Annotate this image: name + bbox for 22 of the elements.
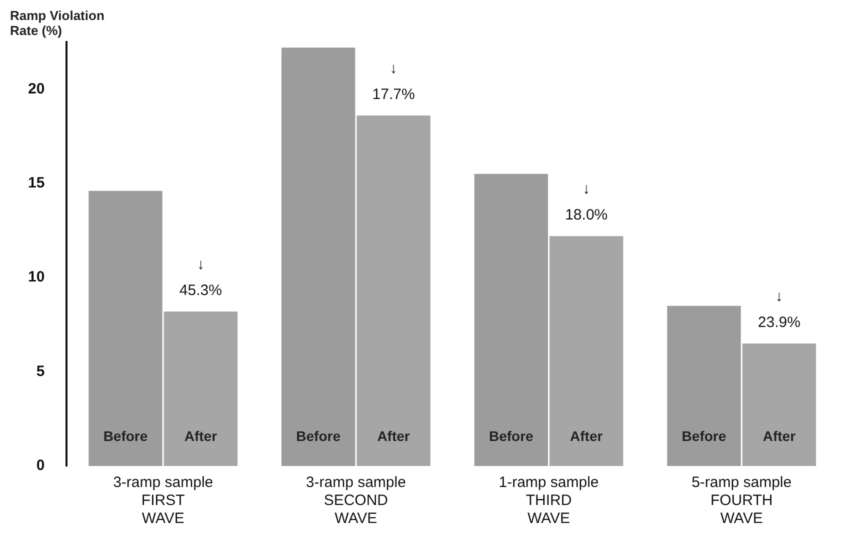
y-tick-label: 10: [28, 268, 45, 286]
text: Before: [488, 428, 534, 444]
series-label: After: [570, 428, 604, 444]
annotation: ↓ 45.3%: [179, 256, 222, 299]
text: Before: [103, 428, 148, 444]
series-label: Before: [296, 428, 341, 444]
y-tick-label: 0: [36, 457, 45, 474]
x-tick-label: 3-ramp sample SECOND WAVE: [306, 474, 406, 528]
annotation: ↓ 17.7%: [372, 60, 415, 103]
text: After: [762, 428, 796, 444]
text: After: [184, 428, 218, 444]
annotation: ↓ 23.9%: [758, 288, 800, 331]
annotation: ↓ 18.0%: [565, 180, 608, 224]
x-tick-label: 5-ramp sample FOURTH WAVE: [692, 474, 792, 528]
y-tick-label: 5: [36, 362, 45, 380]
y-tick-label: 20: [28, 80, 45, 98]
text: Before: [682, 428, 726, 444]
y-tick-label: 15: [28, 174, 45, 192]
x-tick-label: 1-ramp sample THIRD WAVE: [498, 474, 599, 528]
x-tick-label: 3-ramp sample FIRST WAVE: [113, 474, 214, 528]
text: After: [377, 428, 410, 444]
y-axis-title: Ramp Violation Rate (%): [10, 8, 104, 38]
